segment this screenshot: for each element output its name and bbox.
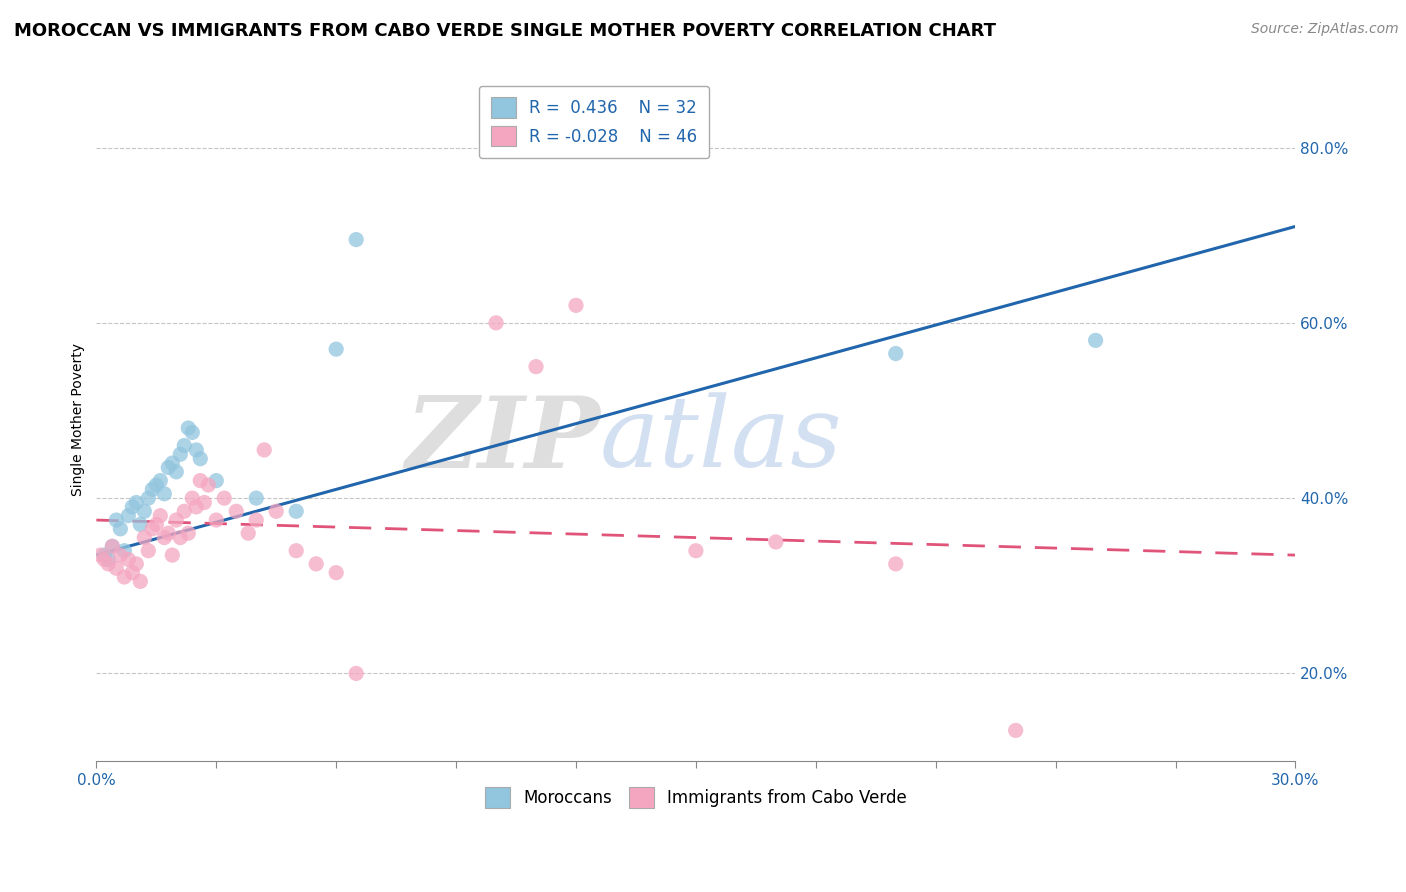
Point — [238, 526, 260, 541]
Point — [325, 342, 347, 356]
Point — [134, 531, 156, 545]
Point — [141, 483, 163, 497]
Point — [344, 233, 367, 247]
Point — [153, 487, 176, 501]
Point — [285, 543, 308, 558]
Point — [141, 522, 163, 536]
Point — [121, 500, 143, 514]
Point — [136, 543, 159, 558]
Point — [197, 478, 219, 492]
Point — [117, 552, 139, 566]
Point — [1004, 723, 1026, 738]
Point — [245, 513, 267, 527]
Point — [105, 513, 128, 527]
Point — [225, 504, 247, 518]
Point — [177, 526, 200, 541]
Point — [125, 557, 148, 571]
Y-axis label: Single Mother Poverty: Single Mother Poverty — [72, 343, 86, 496]
Point — [212, 491, 235, 505]
Point — [205, 513, 228, 527]
Point — [101, 539, 124, 553]
Point — [97, 552, 120, 566]
Point — [97, 557, 120, 571]
Point — [245, 491, 267, 505]
Point — [157, 460, 180, 475]
Point — [169, 447, 191, 461]
Point — [93, 548, 115, 562]
Point — [193, 495, 215, 509]
Point — [173, 504, 195, 518]
Point — [117, 508, 139, 523]
Point — [177, 421, 200, 435]
Point — [285, 504, 308, 518]
Point — [765, 535, 787, 549]
Point — [565, 298, 588, 312]
Point — [884, 346, 907, 360]
Point — [165, 513, 187, 527]
Point — [181, 425, 204, 440]
Text: ZIP: ZIP — [405, 392, 600, 488]
Point — [188, 474, 211, 488]
Point — [524, 359, 547, 374]
Point — [188, 451, 211, 466]
Point — [153, 531, 176, 545]
Point — [685, 543, 707, 558]
Point — [110, 522, 132, 536]
Point — [136, 491, 159, 505]
Point — [884, 557, 907, 571]
Point — [1084, 334, 1107, 348]
Point — [112, 543, 135, 558]
Point — [186, 500, 208, 514]
Point — [112, 570, 135, 584]
Point — [162, 548, 184, 562]
Point — [186, 442, 208, 457]
Point — [129, 517, 152, 532]
Point — [145, 478, 167, 492]
Point — [149, 508, 172, 523]
Point — [110, 548, 132, 562]
Point — [205, 474, 228, 488]
Point — [169, 531, 191, 545]
Point — [253, 442, 276, 457]
Point — [129, 574, 152, 589]
Point — [105, 561, 128, 575]
Text: Source: ZipAtlas.com: Source: ZipAtlas.com — [1251, 22, 1399, 37]
Point — [165, 465, 187, 479]
Point — [145, 517, 167, 532]
Text: atlas: atlas — [600, 392, 842, 487]
Point — [93, 552, 115, 566]
Point — [162, 456, 184, 470]
Point — [157, 526, 180, 541]
Point — [181, 491, 204, 505]
Point — [125, 495, 148, 509]
Point — [325, 566, 347, 580]
Text: MOROCCAN VS IMMIGRANTS FROM CABO VERDE SINGLE MOTHER POVERTY CORRELATION CHART: MOROCCAN VS IMMIGRANTS FROM CABO VERDE S… — [14, 22, 995, 40]
Point — [344, 666, 367, 681]
Point — [485, 316, 508, 330]
Point — [134, 504, 156, 518]
Point — [264, 504, 287, 518]
Point — [89, 548, 111, 562]
Point — [121, 566, 143, 580]
Point — [101, 539, 124, 553]
Point — [305, 557, 328, 571]
Legend: Moroccans, Immigrants from Cabo Verde: Moroccans, Immigrants from Cabo Verde — [478, 780, 914, 814]
Point — [149, 474, 172, 488]
Point — [173, 438, 195, 452]
